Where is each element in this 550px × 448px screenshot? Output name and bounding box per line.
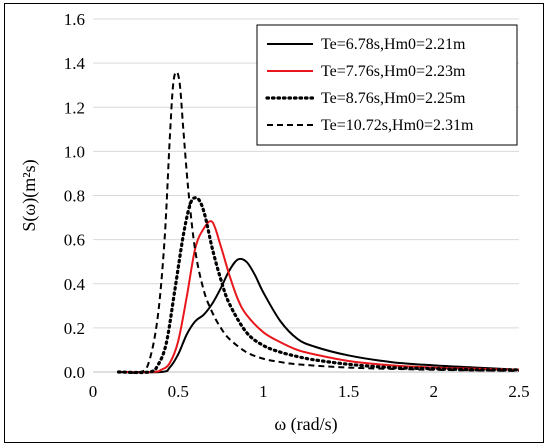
x-tick-label: 1 [259,382,268,401]
legend-entry-label: Te=6.78s,Hm0=2.21m [321,36,466,53]
legend-entry-label: Te=8.76s,Hm0=2.25m [321,90,466,107]
series-line-2 [118,220,520,374]
x-axis-label: ω (rad/s) [274,414,337,435]
x-tick-label: 0 [89,382,98,401]
y-tick-label: 0.4 [64,275,86,294]
x-tick-label: 1.5 [338,382,359,401]
spectrum-chart: 0.00.20.40.60.81.01.21.41.60 0.5 1 1.5 2 2.5 … [19,10,530,435]
y-tick-label: 0.0 [64,363,85,382]
x-tick-label: 2.5 [508,382,529,401]
legend-entry-label: Te=10.72s,Hm0=2.31m [321,117,474,134]
y-tick-label: 0.6 [64,231,85,250]
y-axis-label: S(ω)(m²s) [19,159,40,231]
series-lines [116,70,521,375]
y-tick-label: 1.2 [64,98,85,117]
y-tick-label: 0.2 [64,319,85,338]
legend: Te=6.78s,Hm0=2.21m Te=7.76s,Hm0=2.23m Te=8… [256,24,518,146]
legend-entry-label: Te=7.76s,Hm0=2.23m [321,63,466,80]
series-line-4 [118,70,520,374]
series-line-3 [116,196,521,375]
x-tick-label: 0.5 [168,382,189,401]
y-tick-label: 0.8 [64,187,85,206]
y-tick-label: 1.6 [64,10,85,29]
y-tick-label: 1.4 [64,54,86,73]
chart-frame: 0.0 0.2 0.4 0.6 0.8 1.0 1.2 1.4 1.6 0 0.5 1 1.5 2 2.5 … [4,3,544,443]
tick-labels: 0.0 0.2 0.4 0.6 0.8 1.0 1.2 1.4 1.6 0 0.5 1 1.5 2 2.5 [64,10,530,401]
series-line-1 [118,257,520,374]
x-tick-label: 2 [430,382,439,401]
y-tick-label: 1.0 [64,142,85,161]
